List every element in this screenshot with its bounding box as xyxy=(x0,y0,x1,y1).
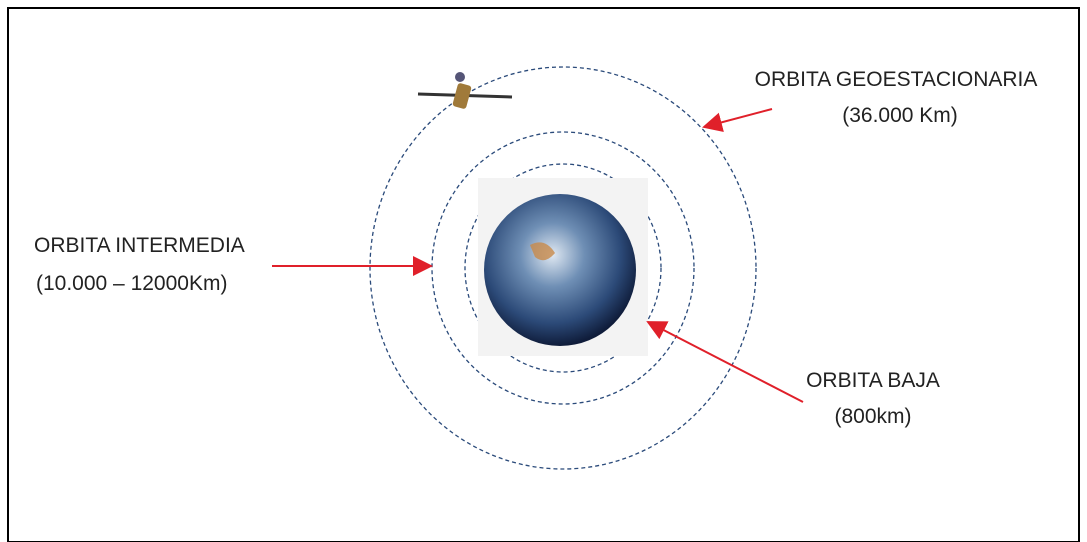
orbit-low xyxy=(464,163,662,373)
label-name: ORBITA BAJA xyxy=(806,369,940,392)
earth xyxy=(484,194,636,346)
label-detail: (10.000 – 12000Km) xyxy=(36,272,227,295)
label-detail: (36.000 Km) xyxy=(842,104,958,127)
arrows xyxy=(272,108,804,403)
orbit-mid xyxy=(431,131,695,405)
label-name: ORBITA INTERMEDIA xyxy=(34,234,245,257)
label-detail: (800km) xyxy=(834,405,911,428)
label-name: ORBITA GEOESTACIONARIA xyxy=(755,68,1038,91)
orbits xyxy=(369,66,757,470)
orbit-geo xyxy=(369,66,757,470)
satellite xyxy=(417,72,513,109)
earth-land xyxy=(530,242,555,261)
